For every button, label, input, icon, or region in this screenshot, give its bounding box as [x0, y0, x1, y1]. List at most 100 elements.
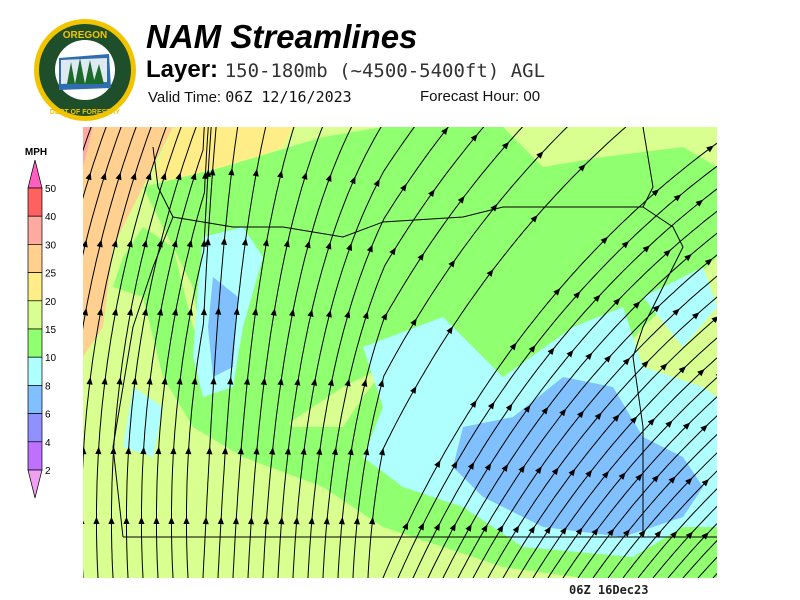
streamline: [96, 127, 167, 578]
colorbar-band: [27, 328, 43, 358]
streamline-arrow: [190, 172, 197, 181]
streamline-arrow: [202, 516, 209, 525]
streamline-arrow: [389, 247, 396, 256]
streamline-arrow: [484, 463, 492, 471]
forecast-hour-value: 00: [523, 88, 541, 105]
colorbar-over-triangle: [27, 159, 43, 189]
streamline: [186, 127, 217, 578]
streamline: [171, 127, 212, 578]
streamline-arrow: [83, 307, 89, 316]
streamline: [126, 127, 197, 578]
streamline-arrow: [171, 239, 178, 248]
streamline-arrow: [353, 516, 361, 525]
colorbar-band: [27, 215, 43, 245]
streamline-arrow: [434, 460, 441, 468]
streamline-arrow: [270, 308, 277, 316]
streamline: [322, 127, 485, 578]
streamline-arrow: [449, 523, 456, 532]
colorbar-band: [27, 187, 43, 217]
streamline-arrow: [227, 377, 234, 385]
streamline: [232, 127, 295, 578]
layer-info: Layer: 150-180mb (~4500-5400ft) AGL: [146, 56, 545, 84]
streamline-arrow: [622, 357, 631, 366]
streamline-arrow: [316, 447, 323, 456]
streamline-arrow: [700, 424, 708, 432]
streamline-arrow: [176, 377, 183, 385]
streamline-arrow: [402, 522, 409, 531]
colorbar-tick-label: 4: [45, 438, 51, 449]
streamline-arrow: [86, 377, 93, 385]
streamline-arrow: [400, 183, 407, 192]
streamline-arrow: [277, 170, 284, 179]
streamline-arrow: [247, 516, 255, 525]
colorbar-tick-label: 15: [45, 325, 57, 336]
streamline-arrow: [630, 416, 638, 424]
streamline: [217, 127, 267, 578]
svg-text:DEPT OF FORESTRY: DEPT OF FORESTRY: [50, 109, 120, 116]
streamline-arrow: [501, 141, 510, 150]
streamline: [532, 357, 717, 578]
streamline-arrow: [378, 447, 385, 456]
colorbar-tick-label: 20: [45, 297, 57, 308]
streamline: [637, 488, 717, 578]
layer-value: 150-180mb (~4500-5400ft) AGL: [224, 60, 546, 82]
streamline-arrow: [701, 532, 709, 540]
streamline-arrow: [536, 151, 544, 159]
streamline: [141, 127, 205, 578]
streamline-arrow: [418, 522, 425, 531]
streamline-arrow: [535, 466, 542, 475]
streamline-arrow: [373, 178, 380, 187]
streamline-arrow: [155, 446, 162, 455]
streamline-arrow: [232, 516, 240, 525]
streamline-arrow: [711, 316, 717, 324]
streamline-arrow: [660, 363, 668, 371]
streamline-arrow: [346, 243, 353, 251]
streamline-arrow: [578, 164, 586, 172]
streamline-arrow: [215, 307, 222, 315]
streamline-arrow: [307, 309, 314, 318]
streamline-arrow: [123, 516, 130, 525]
streamline-arrow: [277, 377, 284, 386]
streamline-arrow: [85, 172, 92, 181]
streamline-arrow: [612, 414, 620, 422]
streamline-arrow: [613, 297, 621, 306]
forecast-hour: Forecast Hour: 00: [420, 88, 540, 105]
streamline-arrow: [220, 237, 228, 245]
oregon-department-of-forestry-logo: OREGON DEPT OF FORESTRY: [34, 19, 136, 121]
streamline-arrow: [622, 529, 630, 537]
streamline-arrow: [344, 310, 351, 319]
streamline-arrow: [168, 516, 175, 525]
streamline-arrow: [621, 240, 630, 249]
streamline-arrow: [682, 422, 691, 430]
streamline-arrow: [183, 516, 190, 525]
streamline-arrow: [95, 446, 102, 455]
wind-speed-colorbar: MPH 50 40 30 25 20 15 10 8 6 4 2: [25, 147, 57, 499]
streamline-arrow: [594, 412, 602, 420]
streamline-arrow: [125, 446, 132, 455]
streamlines: [83, 127, 717, 578]
streamline-arrow: [428, 189, 435, 198]
streamline-arrow: [252, 307, 259, 316]
streamline-arrow: [111, 307, 119, 316]
streamline-arrow: [559, 408, 567, 417]
streamline-arrow: [523, 405, 531, 413]
colorbar-tick-label: 6: [45, 410, 51, 421]
streamline-arrow: [501, 464, 509, 472]
streamline-arrow: [486, 269, 494, 277]
streamline-arrow: [116, 377, 123, 385]
forecast-hour-label: Forecast Hour:: [420, 88, 520, 105]
streamline-arrow: [217, 516, 224, 525]
streamline-arrow: [349, 176, 356, 185]
streamline-arrow: [670, 530, 678, 539]
streamline: [247, 127, 324, 578]
streamline-arrow: [585, 352, 593, 361]
streamline: [292, 127, 415, 578]
streamline: [262, 127, 353, 578]
streamline-arrow: [553, 288, 561, 296]
streamline-arrow: [171, 307, 179, 316]
streamline-arrow: [509, 342, 517, 351]
streamline: [712, 572, 717, 578]
streamline-arrow: [470, 400, 477, 408]
streamline-arrow: [325, 309, 332, 318]
streamline-arrow: [284, 447, 291, 455]
